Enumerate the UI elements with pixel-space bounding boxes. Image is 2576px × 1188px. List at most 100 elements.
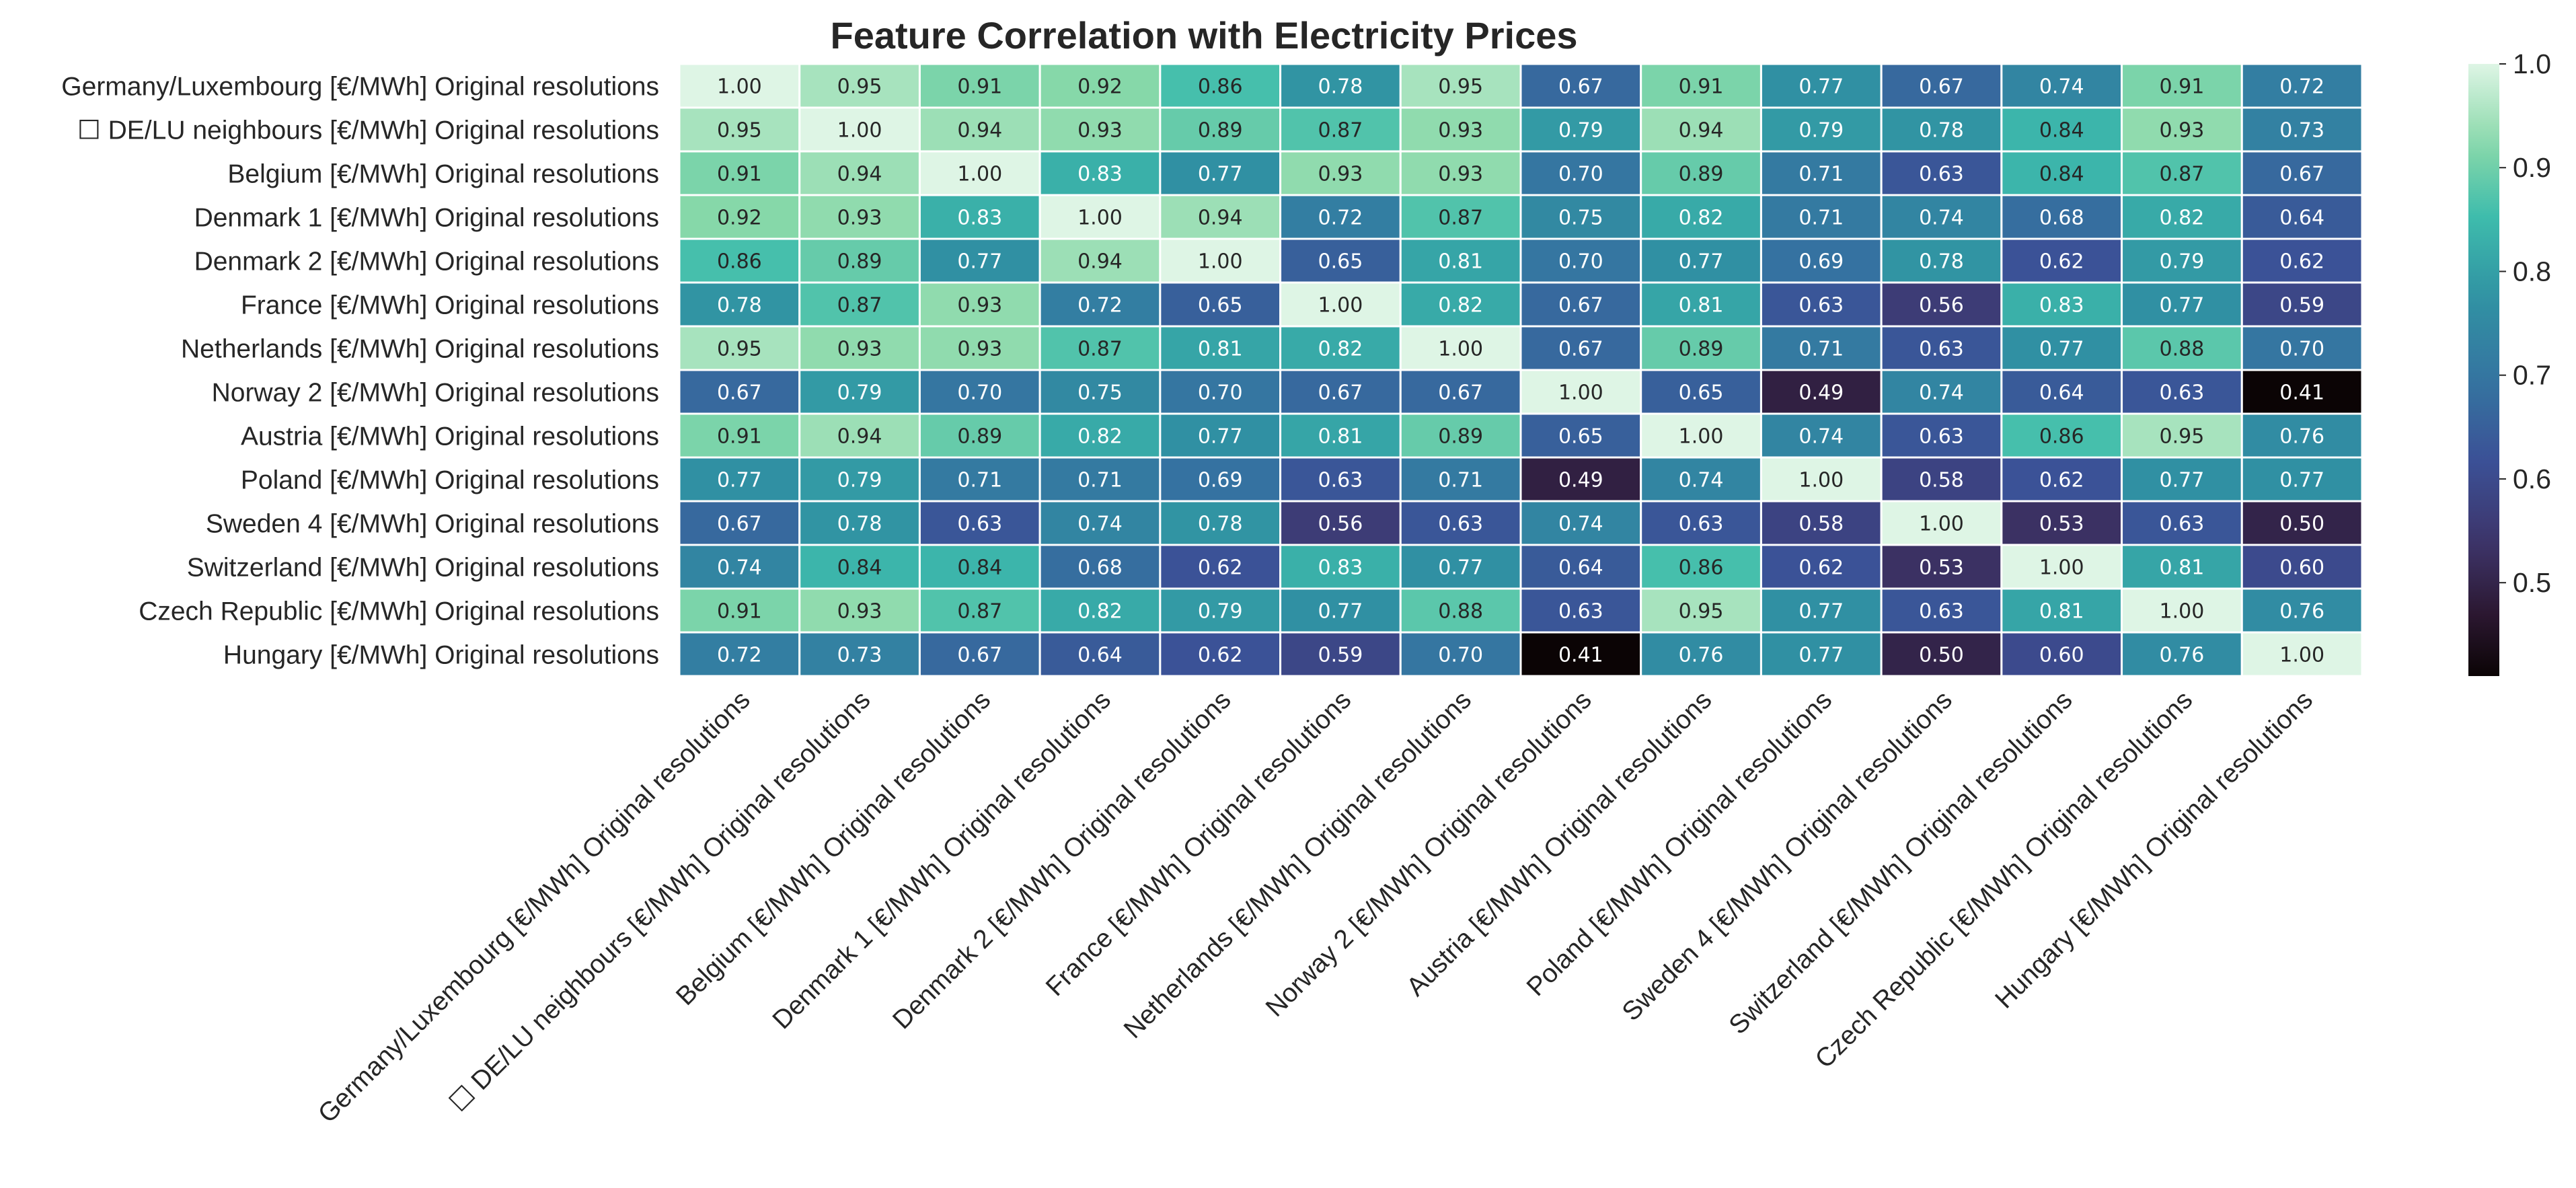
heatmap-cell	[1519, 106, 1642, 153]
cell-value-label: 0.94	[837, 163, 882, 186]
heatmap-cell	[678, 456, 801, 503]
heatmap-cell	[1519, 237, 1642, 284]
cell-value-label: 0.74	[1558, 513, 1603, 536]
column-tick-label: Germany/Luxembourg [€/MWh] Original reso…	[313, 685, 756, 1129]
cell-value-label: 0.87	[1077, 338, 1123, 361]
heatmap-cell	[1159, 369, 1282, 415]
cell-value-label: 0.41	[2279, 381, 2324, 405]
heatmap-cell	[2240, 63, 2363, 109]
cell-value-label: 0.77	[2279, 469, 2324, 492]
cell-value-label: 0.69	[1798, 250, 1844, 274]
cell-value-label: 0.93	[837, 600, 882, 624]
cell-value-label: 0.63	[1558, 600, 1603, 624]
cell-value-label: 0.71	[1798, 338, 1844, 361]
heatmap-cell	[1279, 544, 1402, 590]
heatmap-cell	[678, 544, 801, 590]
cell-value-label: 0.94	[957, 119, 1002, 143]
heatmap-cell	[2000, 194, 2123, 240]
heatmap-cell	[1399, 369, 1522, 415]
heatmap-cell	[1519, 194, 1642, 240]
chart-title: Feature Correlation with Electricity Pri…	[830, 14, 1577, 57]
cell-value-label: 0.50	[2279, 513, 2324, 536]
colorbar-tick-label: 1.0	[2513, 48, 2551, 79]
cell-value-label: 0.87	[2160, 163, 2205, 186]
cell-value-label: 0.67	[717, 513, 762, 536]
heatmap-cell	[1279, 369, 1402, 415]
heatmap-cell	[918, 106, 1041, 153]
heatmap-cell	[2000, 63, 2123, 109]
heatmap-cell	[1640, 106, 1762, 153]
heatmap-cell	[1759, 412, 1883, 459]
heatmap-cell	[1279, 194, 1402, 240]
cell-value-label: 0.84	[2039, 119, 2084, 143]
cell-value-label: 0.79	[1798, 119, 1844, 143]
cell-value-label: 0.62	[1198, 644, 1243, 667]
heatmap-cell	[1038, 369, 1162, 415]
colorbar-tick-label: 0.5	[2513, 567, 2551, 598]
cell-value-label: 0.74	[1919, 207, 1964, 230]
cell-value-label: 0.93	[2160, 119, 2205, 143]
heatmap-cell	[798, 500, 921, 546]
heatmap-cells	[678, 63, 2363, 677]
cell-value-label: 0.94	[1077, 250, 1123, 274]
cell-value-label: 0.77	[1679, 250, 1724, 274]
cell-value-label: 1.00	[2279, 644, 2324, 667]
heatmap-cell	[1519, 63, 1642, 109]
cell-value-label: 0.49	[1558, 469, 1603, 492]
cell-value-label: 1.00	[1198, 250, 1243, 274]
cell-value-label: 0.76	[1679, 644, 1724, 667]
cell-value-label: 0.77	[2160, 294, 2205, 318]
cell-value-label: 0.81	[1318, 425, 1363, 449]
cell-value-label: 0.84	[957, 556, 1002, 580]
cell-value-label: 0.86	[2039, 425, 2084, 449]
cell-value-label: 0.76	[2279, 600, 2324, 624]
cell-value-label: 0.65	[1558, 425, 1603, 449]
heatmap-cell	[918, 194, 1041, 240]
colorbar-tick-label: 0.6	[2513, 463, 2551, 494]
heatmap-cell	[1279, 456, 1402, 503]
heatmap-cell	[798, 456, 921, 503]
cell-value-label: 0.63	[1679, 513, 1724, 536]
cell-value-label: 0.70	[957, 381, 1002, 405]
heatmap-cell	[1038, 281, 1162, 328]
heatmap-cell	[2240, 500, 2363, 546]
cell-value-label: 0.77	[957, 250, 1002, 274]
heatmap-cell	[678, 325, 801, 371]
heatmap-cell	[678, 63, 801, 109]
heatmap-cell	[798, 106, 921, 153]
cell-value-label: 0.82	[1679, 207, 1724, 230]
row-tick-label: Poland [€/MWh] Original resolutions	[241, 466, 659, 495]
cell-value-label: 0.92	[1077, 75, 1123, 99]
cell-value-label: 0.63	[2160, 513, 2205, 536]
cell-value-label: 0.81	[2039, 600, 2084, 624]
heatmap-cell	[1519, 587, 1642, 634]
heatmap-cell	[1279, 106, 1402, 153]
cell-value-label: 0.71	[1438, 469, 1483, 492]
heatmap-cell	[918, 500, 1041, 546]
cell-value-label: 0.93	[1077, 119, 1123, 143]
cell-value-label: 0.83	[1318, 556, 1363, 580]
cell-value-label: 0.67	[717, 381, 762, 405]
cell-value-label: 0.81	[1438, 250, 1483, 274]
cell-value-label: 0.77	[1198, 163, 1243, 186]
cell-value-label: 0.91	[717, 425, 762, 449]
cell-value-label: 0.78	[1919, 250, 1964, 274]
cell-value-label: 0.83	[1077, 163, 1123, 186]
cell-value-label: 0.62	[1798, 556, 1844, 580]
cell-value-label: 0.67	[1919, 75, 1964, 99]
cell-value-label: 0.70	[2279, 338, 2324, 361]
cell-value-label: 0.91	[2160, 75, 2205, 99]
heatmap-cell	[798, 544, 921, 590]
heatmap-cell	[1038, 325, 1162, 371]
heatmap-cell	[918, 281, 1041, 328]
heatmap-cell	[2000, 237, 2123, 284]
cell-value-label: 0.64	[2039, 381, 2084, 405]
heatmap-cell	[2121, 106, 2243, 153]
cell-value-label: 0.86	[1198, 75, 1243, 99]
cell-value-label: 0.72	[2279, 75, 2324, 99]
cell-value-label: 0.71	[1798, 207, 1844, 230]
heatmap-cell	[1159, 237, 1282, 284]
cell-value-label: 0.72	[717, 644, 762, 667]
heatmap-cell	[1640, 412, 1762, 459]
